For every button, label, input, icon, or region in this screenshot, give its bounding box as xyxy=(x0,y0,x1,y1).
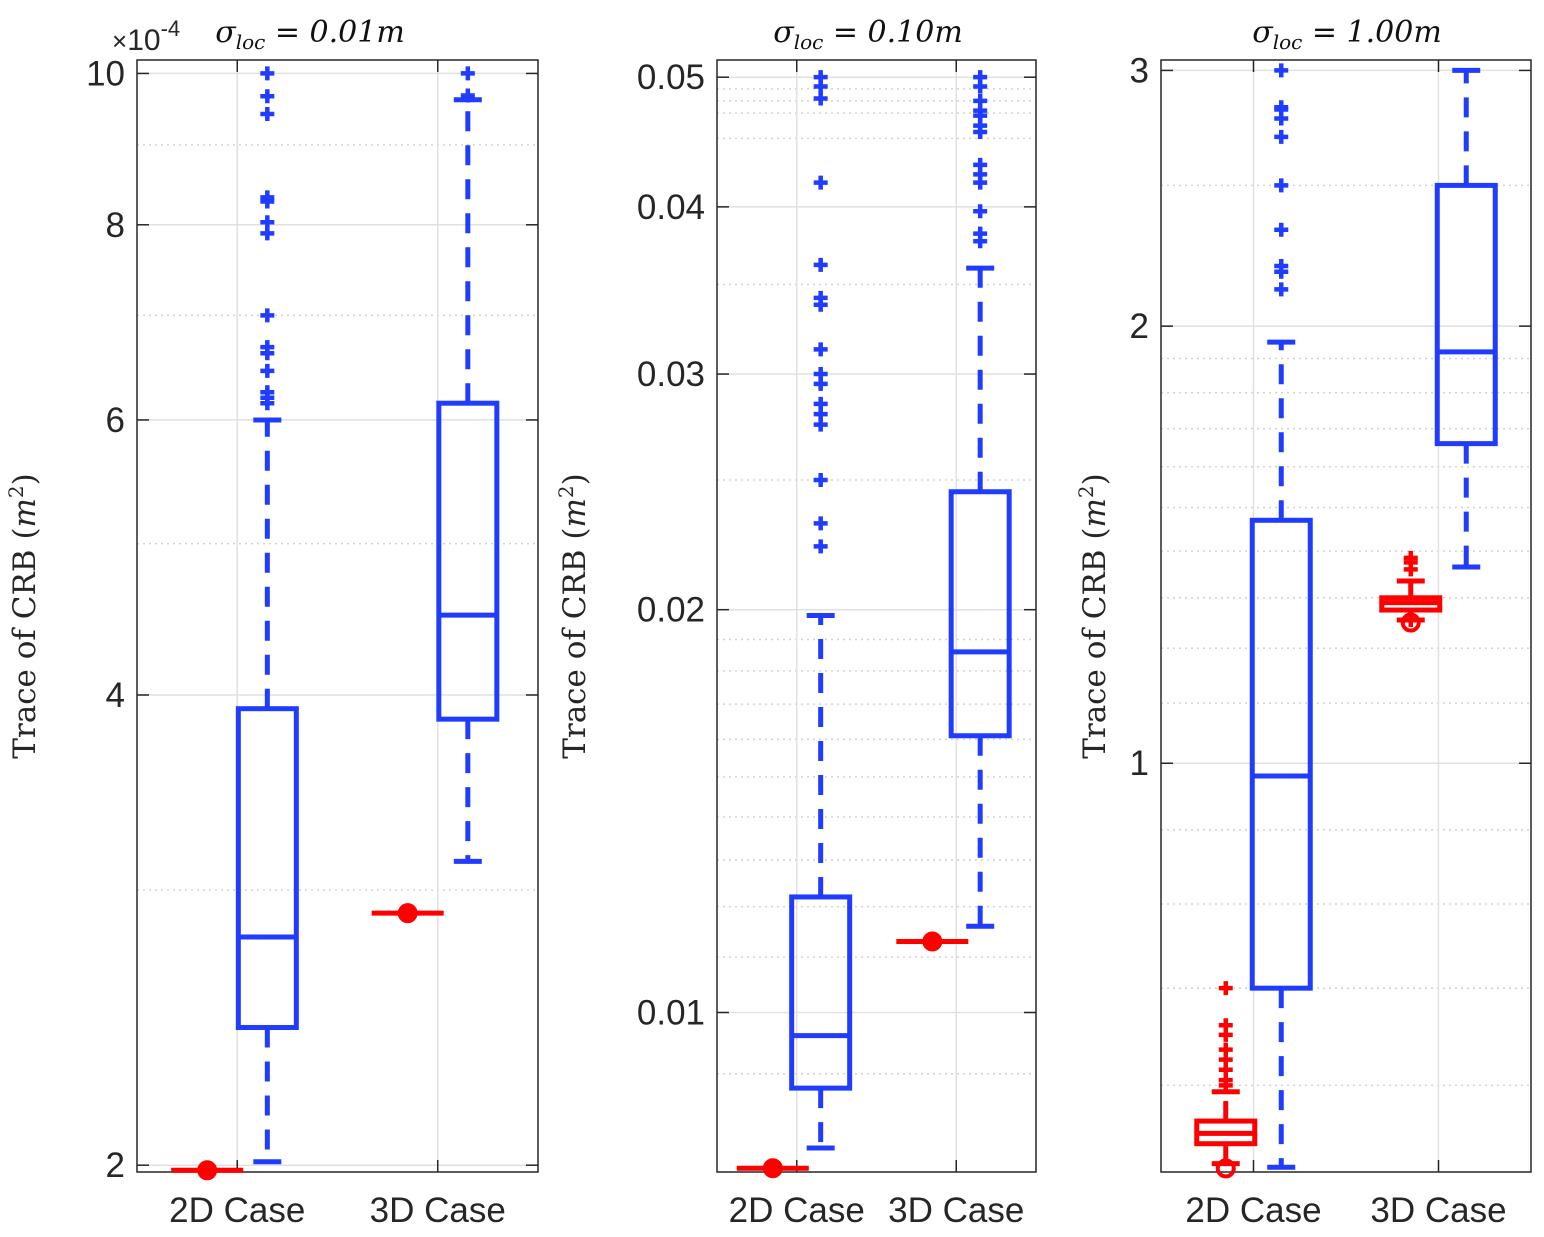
subplot-title: σloc = 0.10m xyxy=(773,15,963,54)
axes-frame xyxy=(136,59,539,1173)
y-tick-label: 4 xyxy=(106,676,125,715)
subplot-title: σloc = 0.01m xyxy=(215,15,405,54)
outlier-marker xyxy=(922,931,943,952)
outlier-marker xyxy=(813,290,828,305)
x-tick-label: 3D Case xyxy=(370,1191,506,1230)
y-axis-label: Trace of CRB (m2) xyxy=(554,473,593,759)
boxplot-main xyxy=(436,66,500,864)
subplot-3: 1 2 3 2D Case 3D Case Trace of CRB (m2) σloc =… xyxy=(1074,15,1532,1230)
outlier-marker xyxy=(260,340,275,355)
boxplot-standard xyxy=(896,931,969,952)
outlier-marker xyxy=(1215,1158,1236,1179)
subplot-title: σloc = 1.00m xyxy=(1252,15,1442,54)
box-iqr xyxy=(235,706,299,1031)
subplot-2: 0.01 0.02 0.03 0.04 0.05 2D Case 3D Case Trace … xyxy=(554,15,1037,1230)
outlier-marker xyxy=(1218,981,1233,996)
y-tick-label: 2 xyxy=(1130,307,1149,346)
outlier-marker xyxy=(260,385,275,400)
outlier-marker xyxy=(260,66,275,81)
boxplot-main xyxy=(1434,67,1498,570)
y-axis-label: Trace of CRB (m2) xyxy=(4,473,43,759)
box-iqr xyxy=(436,400,500,722)
outlier-marker xyxy=(1218,1042,1233,1057)
outlier-marker xyxy=(973,93,988,108)
outlier-marker xyxy=(260,190,275,205)
outlier-marker xyxy=(813,70,828,85)
boxplot-standard xyxy=(1379,550,1443,633)
outlier-marker xyxy=(762,1158,783,1179)
y-tick-label: 2 xyxy=(106,1146,125,1185)
outlier-marker xyxy=(1403,550,1418,565)
x-tick-label: 2D Case xyxy=(1185,1191,1321,1230)
outlier-marker xyxy=(1274,63,1289,78)
y-tick-label: 0.03 xyxy=(637,355,705,394)
outlier-marker xyxy=(197,1160,218,1181)
outlier-marker xyxy=(260,308,275,323)
boxplot-standard xyxy=(1194,981,1258,1179)
outlier-marker xyxy=(397,903,418,924)
outlier-marker xyxy=(460,88,475,103)
outlier-marker xyxy=(1274,100,1289,115)
outlier-marker xyxy=(1274,129,1289,144)
outlier-marker xyxy=(813,473,828,488)
outlier-marker xyxy=(813,342,828,357)
box-iqr xyxy=(789,894,853,1091)
outlier-marker xyxy=(973,226,988,241)
axes-frame xyxy=(716,59,1037,1173)
outlier-marker xyxy=(813,175,828,190)
outlier-marker xyxy=(1274,259,1289,274)
y-tick-label: 0.04 xyxy=(637,188,705,227)
y-tick-label: 3 xyxy=(1130,51,1149,90)
box-iqr xyxy=(1249,517,1313,991)
boxplot-standard xyxy=(171,1160,244,1181)
outlier-marker xyxy=(973,157,988,172)
outlier-marker xyxy=(260,89,275,104)
axis-exponent-label: ×10-4 xyxy=(112,16,180,57)
y-tick-label: 6 xyxy=(106,401,125,440)
outlier-marker xyxy=(813,91,828,106)
x-tick-label: 2D Case xyxy=(729,1191,865,1230)
y-tick-label: 0.02 xyxy=(637,591,705,630)
boxplot-standard xyxy=(371,903,444,924)
y-tick-label: 10 xyxy=(86,54,125,93)
outlier-marker xyxy=(460,66,475,81)
outlier-marker xyxy=(1274,282,1289,297)
boxplot-main xyxy=(1249,63,1313,1170)
outlier-marker xyxy=(813,367,828,382)
box-iqr xyxy=(1434,182,1498,447)
x-tick-label: 2D Case xyxy=(169,1191,305,1230)
outlier-marker xyxy=(813,516,828,531)
outlier-marker xyxy=(1274,178,1289,193)
boxplot-main xyxy=(948,70,1012,929)
outlier-marker xyxy=(813,396,828,411)
y-tick-label: 1 xyxy=(1130,744,1149,783)
outlier-marker xyxy=(973,204,988,219)
subplot-1: 2 4 6 8 10 2D Case 3D Case Trace of CRB (m2) σlo… xyxy=(4,15,539,1230)
outlier-marker xyxy=(813,539,828,554)
x-tick-label: 3D Case xyxy=(1370,1191,1506,1230)
boxplot-main xyxy=(235,66,299,1165)
outlier-marker xyxy=(1403,613,1418,628)
y-tick-label: 8 xyxy=(106,206,125,245)
outlier-marker xyxy=(1274,222,1289,237)
box-iqr xyxy=(948,489,1012,739)
axes-frame xyxy=(1160,59,1532,1173)
outlier-marker xyxy=(813,257,828,272)
y-axis-label: Trace of CRB (m2) xyxy=(1074,473,1113,759)
outlier-marker xyxy=(973,70,988,85)
x-tick-label: 3D Case xyxy=(888,1191,1024,1230)
outlier-marker xyxy=(260,106,275,121)
y-tick-label: 0.05 xyxy=(637,58,705,97)
boxplot-main xyxy=(789,70,853,1151)
y-tick-label: 0.01 xyxy=(637,994,705,1033)
outlier-marker xyxy=(1218,1018,1233,1033)
boxplot-standard xyxy=(736,1158,809,1179)
outlier-marker xyxy=(260,363,275,378)
outlier-marker xyxy=(260,215,275,230)
